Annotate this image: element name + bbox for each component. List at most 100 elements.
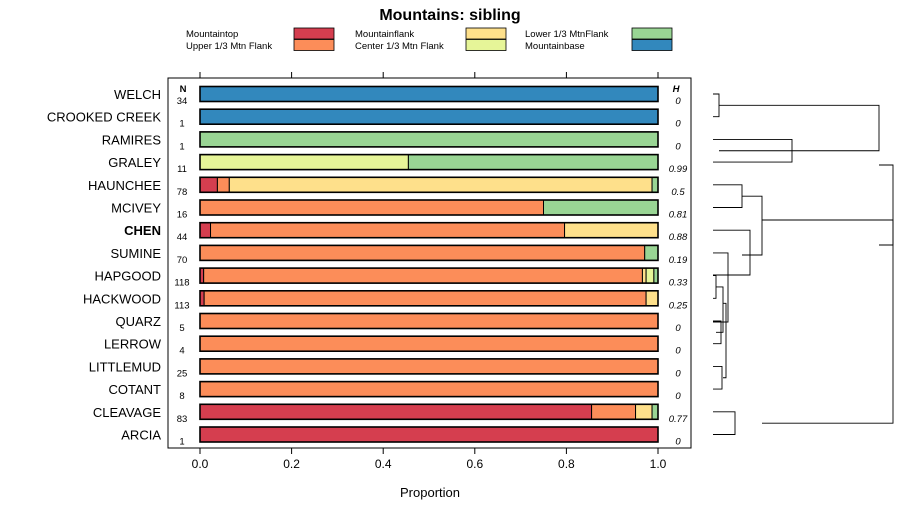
bar-row: GRALEY 11 0.99	[108, 153, 688, 175]
bar-segment	[199, 313, 659, 329]
legend-swatch	[631, 39, 673, 51]
n-value: 78	[177, 187, 188, 198]
h-value: 0.81	[669, 210, 688, 221]
bar-row: HAPGOOD 118 0.33	[95, 267, 688, 289]
dendrogram-link	[713, 93, 720, 118]
h-value: 0.99	[669, 164, 688, 175]
bar-outline	[199, 153, 659, 171]
bar-row: SUMINE 70 0.19	[110, 244, 688, 266]
bar-outline	[199, 221, 659, 239]
legend-label: Mountaintop	[186, 29, 238, 40]
x-tick-label: 0.4	[375, 457, 392, 471]
row-label: WELCH	[114, 87, 161, 102]
legend-label: Mountainflank	[355, 29, 414, 40]
bar-row: RAMIRES 1 0	[102, 131, 681, 152]
dendrogram-link	[713, 252, 729, 323]
bar-outline	[199, 403, 659, 421]
bar-segment	[199, 154, 409, 171]
legend-label: Lower 1/3 MtnFlank	[525, 29, 609, 40]
n-value: 44	[177, 232, 188, 243]
h-value: 0	[675, 391, 681, 402]
h-value: 0	[675, 323, 681, 334]
x-tick-label: 0.8	[558, 457, 575, 471]
row-label: CHEN	[124, 223, 161, 238]
row-label: MCIVEY	[111, 201, 161, 216]
bar-segment	[199, 199, 544, 216]
n-value: 118	[174, 278, 189, 289]
bar-row: LITTLEMUD 25 0	[89, 358, 681, 379]
x-tick-label: 0.2	[283, 457, 300, 471]
h-value: 0.77	[669, 414, 688, 425]
dendrogram-link	[716, 286, 724, 333]
bar-segment	[407, 154, 659, 171]
bar-row: CLEAVAGE 83 0.77	[93, 403, 688, 425]
bar-segment	[199, 222, 212, 239]
bar-row: HACKWOOD 113 0.25	[83, 289, 688, 311]
n-value: 1	[179, 141, 184, 152]
n-value: 11	[177, 164, 187, 175]
h-value: 0	[675, 119, 681, 130]
n-value: 34	[177, 96, 188, 107]
legend-label: Mountainbase	[525, 41, 585, 52]
legend-swatch	[293, 39, 335, 51]
row-label: GRALEY	[108, 155, 161, 170]
bar-outline	[199, 426, 659, 443]
bar-segment	[591, 403, 637, 420]
row-label: LITTLEMUD	[89, 359, 161, 374]
x-tick-label: 0.0	[192, 457, 209, 471]
h-value: 0	[675, 437, 681, 448]
bar-row: WELCH 34 0	[114, 85, 681, 107]
h-value: 0.88	[669, 232, 688, 243]
bar-segment	[199, 131, 659, 148]
x-axis-label: Proportion	[400, 485, 460, 500]
legend-swatch	[631, 27, 673, 40]
bar-outline	[199, 244, 659, 262]
bar-outline	[199, 108, 659, 125]
n-value: 113	[174, 300, 189, 311]
dendrogram-link	[713, 229, 751, 276]
bar-segment	[635, 403, 653, 420]
bar-segment	[228, 176, 653, 193]
dendrogram-link	[723, 302, 727, 379]
row-label: HACKWOOD	[83, 291, 161, 306]
n-value: 83	[177, 414, 188, 425]
bar-outline	[199, 335, 659, 353]
bar-segment	[199, 176, 218, 193]
row-label: LERROW	[104, 337, 162, 352]
bar-segment	[199, 403, 593, 420]
n-header: N	[180, 84, 187, 95]
dendrogram	[713, 93, 894, 435]
h-value: 0.25	[669, 300, 688, 311]
n-value: 25	[177, 368, 188, 379]
legend-label: Upper 1/3 Mtn Flank	[186, 41, 272, 52]
bar-segment	[210, 222, 566, 239]
h-value: 0.33	[669, 278, 688, 289]
bar-outline	[199, 358, 659, 375]
bar-row: LERROW 4 0	[104, 335, 681, 357]
bar-outline	[199, 380, 659, 398]
h-value: 0	[675, 141, 681, 152]
bar-segment	[641, 267, 647, 284]
row-label: QUARZ	[116, 314, 162, 329]
dendrogram-link	[713, 275, 717, 299]
bar-outline	[199, 267, 659, 284]
legend-swatch	[465, 39, 507, 51]
bar-segment	[199, 426, 659, 443]
row-label: SUMINE	[110, 246, 161, 261]
row-label: CROOKED CREEK	[47, 110, 161, 125]
h-header: H	[673, 84, 681, 95]
dendrogram-link	[719, 104, 880, 152]
plot-frame	[167, 77, 692, 449]
bar-outline	[199, 176, 659, 194]
h-value: 0	[675, 346, 681, 357]
bar-outline	[199, 85, 659, 103]
h-value: 0	[675, 368, 681, 379]
bar-segment	[203, 267, 643, 284]
chart-title: Mountains: sibling	[379, 7, 520, 24]
bar-segment	[199, 244, 646, 261]
n-value: 1	[179, 437, 184, 448]
bar-segment	[644, 244, 659, 261]
bar-segment	[199, 108, 659, 125]
